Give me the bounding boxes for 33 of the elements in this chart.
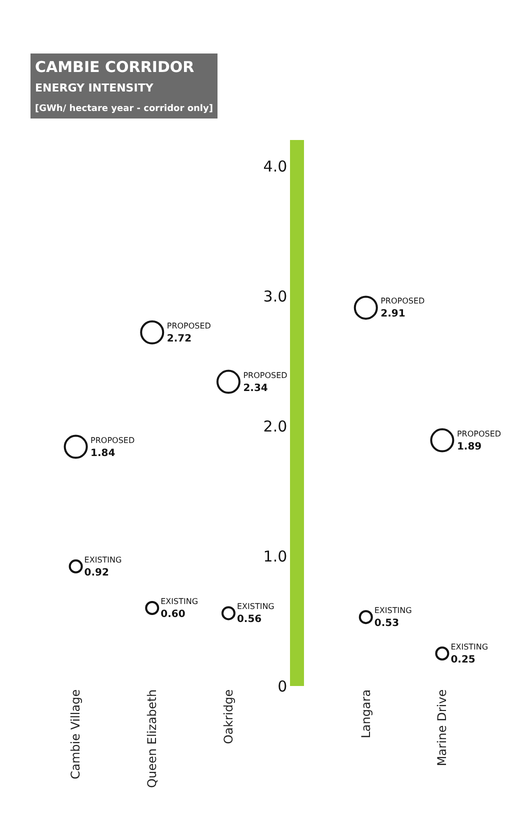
data-label: 1.84 [90,448,116,459]
data-label: 0.25 [450,654,476,666]
y-tick-label: 1.0 [263,547,288,566]
data-label: 2.91 [380,308,406,320]
series-label: EXISTING [160,597,198,606]
text: PROPOSED [380,296,425,306]
text: PROPOSED [243,370,288,380]
chart-title: CAMBIE CORRIDOR [35,58,195,76]
data-label: 2.72 [166,333,192,344]
y-tick-label: 0 [278,677,288,696]
x-tick-label: Queen Elizabeth [145,689,160,788]
x-tick-label: Oakridge [221,689,236,744]
text: EXISTING [450,642,488,652]
text: EXISTING [236,602,274,612]
data-label: 0.92 [84,567,110,578]
data-label: 0.60 [160,609,186,620]
data-label: 0.53 [374,618,400,630]
text: PROPOSED [166,321,211,330]
text: EXISTING [374,606,412,616]
x-tick-label: Cambie Village [68,689,83,780]
y-axis-title: [GWh/ hectare year - corridor only] [35,104,213,114]
text: EXISTING [84,555,122,564]
data-label: 2.34 [243,382,268,394]
y-tick-label: 2.0 [263,417,288,436]
data-label: 0.56 [236,614,262,626]
chart-subtitle: ENERGY INTENSITY [35,82,154,94]
x-tick-label: Langara [358,689,373,738]
x-tick-label: Marine Drive [435,689,450,766]
text: PROPOSED [90,436,135,445]
data-label: 1.89 [456,441,482,452]
y-tick-label: 3.0 [263,287,288,306]
y-tick-label: 4.0 [263,157,288,176]
series-label: PROPOSED [456,429,502,438]
